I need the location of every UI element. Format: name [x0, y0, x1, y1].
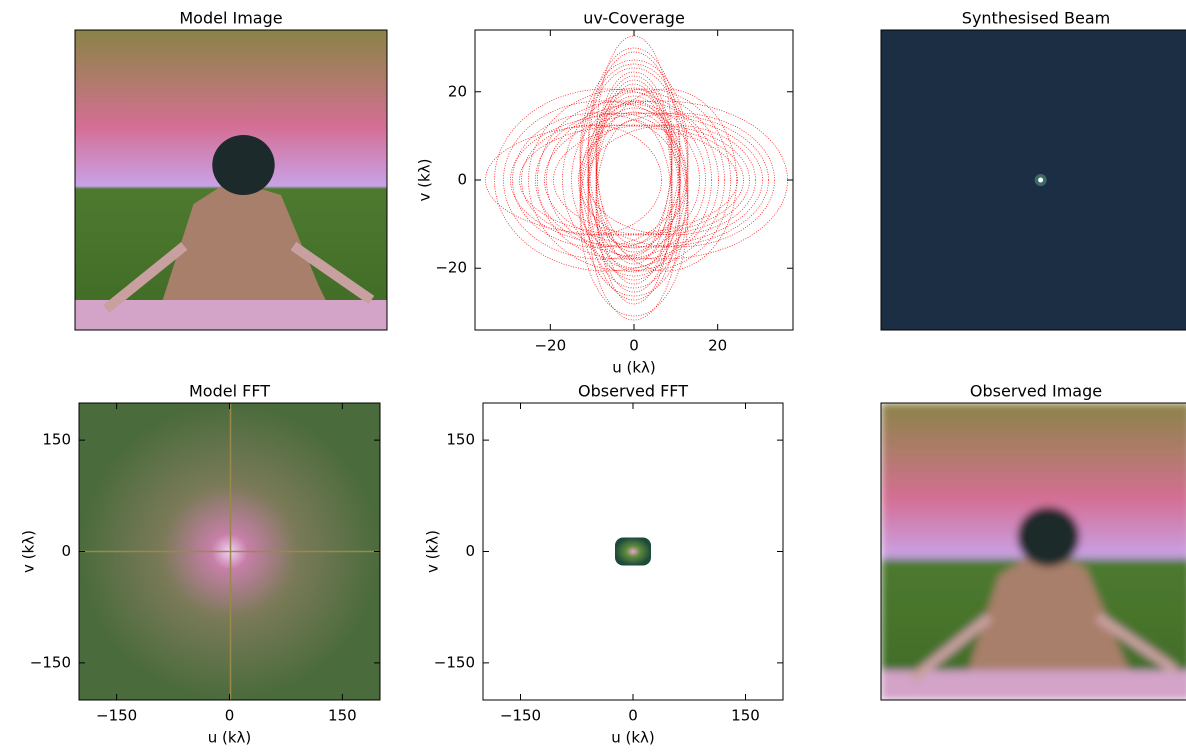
uv-track — [587, 124, 756, 236]
uv-track — [503, 100, 700, 260]
plot-area — [75, 30, 387, 330]
uv-track — [579, 59, 689, 249]
panel-title: uv-Coverage — [583, 9, 685, 28]
plot-area — [615, 537, 651, 566]
arms — [103, 241, 375, 313]
x-tick-label: −150 — [500, 707, 541, 725]
uv-track — [578, 112, 775, 248]
uv-track — [595, 119, 673, 293]
uv-track — [537, 100, 706, 260]
uv-track — [512, 112, 681, 248]
uv-track — [519, 124, 744, 236]
plot-area — [79, 403, 380, 700]
uv-track — [595, 35, 673, 257]
uv-track — [562, 88, 731, 272]
arms — [908, 612, 1179, 684]
y-axis-label: v (kλ) — [20, 530, 38, 573]
uv-track — [553, 124, 750, 236]
y-tick-label: −150 — [434, 653, 475, 671]
uv-track — [521, 124, 662, 236]
panel-title: Observed FFT — [578, 382, 688, 401]
uv-track — [587, 51, 681, 273]
x-tick-label: −20 — [534, 337, 566, 355]
x-tick-label: 150 — [328, 707, 357, 725]
hair — [212, 135, 275, 195]
x-tick-label: 0 — [628, 707, 638, 725]
y-tick-label: 0 — [61, 542, 71, 560]
x-axis-label: u (kλ) — [612, 359, 656, 377]
axes-frame — [74, 29, 388, 331]
uv-track — [595, 83, 673, 305]
panel-title: Synthesised Beam — [962, 9, 1110, 28]
x-tick-label: −150 — [96, 707, 137, 725]
x-tick-label: 150 — [731, 707, 760, 725]
y-tick-label: 150 — [42, 431, 71, 449]
hair — [1017, 506, 1080, 567]
uv-track — [544, 112, 769, 248]
photo — [75, 30, 387, 330]
axes-frame — [880, 402, 1186, 701]
body — [958, 551, 1145, 700]
plot-area — [881, 30, 1186, 330]
uv-track — [579, 103, 689, 277]
uv-track — [587, 99, 681, 321]
panel: uv-Coverage −20 0 20 −20 0 20 u (kλ) v (kλ) — [416, 9, 794, 377]
uv-track — [510, 112, 763, 248]
panel-title: Model FFT — [189, 382, 270, 401]
x-axis-label: u (kλ) — [208, 729, 252, 747]
railing — [881, 670, 1186, 700]
uv-track — [571, 100, 712, 260]
uv-track — [596, 88, 737, 272]
panel: Observed FFT −150 0 150 −150 0 150 u (kλ) v (kλ) — [424, 382, 784, 747]
x-tick-label: 0 — [629, 337, 639, 355]
beam-bg — [881, 30, 1186, 330]
x-axis-label: u (kλ) — [611, 729, 655, 747]
uv-track — [494, 88, 719, 272]
uv-track — [579, 107, 689, 297]
plot-area — [485, 35, 788, 321]
uv-track — [546, 112, 687, 248]
y-tick-label: 0 — [457, 171, 467, 189]
y-tick-label: 0 — [465, 542, 475, 560]
uv-track — [579, 67, 689, 289]
panel-title: Observed Image — [970, 382, 1102, 401]
photo — [881, 403, 1186, 700]
uv-track — [485, 124, 738, 236]
uv-track — [595, 71, 673, 245]
x-tick-label: 20 — [708, 337, 727, 355]
body — [153, 180, 341, 330]
x-tick-label: 0 — [225, 707, 235, 725]
panel-title: Model Image — [179, 9, 282, 28]
railing — [75, 300, 387, 330]
obs-fft-blob — [615, 537, 651, 566]
axes-frame — [474, 29, 794, 331]
y-tick-label: −20 — [435, 259, 467, 277]
axes-frame — [880, 29, 1186, 331]
panel: Synthesised Beam — [880, 9, 1186, 331]
beam-peak — [1038, 177, 1044, 183]
uv-track — [528, 88, 725, 272]
panel: Observed Image — [880, 382, 1186, 701]
uv-track — [579, 111, 689, 317]
plot-area — [881, 403, 1186, 700]
y-axis-label: v (kλ) — [424, 530, 442, 573]
y-tick-label: 20 — [448, 82, 467, 100]
y-tick-label: −150 — [30, 653, 71, 671]
y-axis-label: v (kλ) — [416, 159, 434, 202]
panel: Model Image — [74, 9, 388, 331]
uv-track — [587, 87, 681, 261]
panel: Model FFT −150 0 150 −150 0 150 u (kλ) v (kλ) — [20, 382, 381, 747]
uv-track — [587, 91, 681, 281]
y-tick-label: 150 — [446, 431, 475, 449]
